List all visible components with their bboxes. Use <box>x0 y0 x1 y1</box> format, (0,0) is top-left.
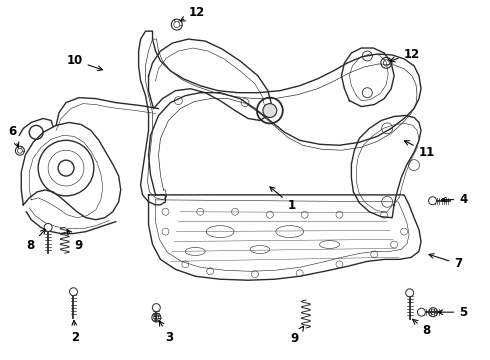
Text: 11: 11 <box>404 141 435 159</box>
Circle shape <box>263 104 277 117</box>
Polygon shape <box>139 31 421 205</box>
Text: 12: 12 <box>180 6 205 21</box>
Polygon shape <box>148 195 421 280</box>
Polygon shape <box>342 48 394 107</box>
Circle shape <box>406 289 414 297</box>
Text: 3: 3 <box>159 321 173 345</box>
Text: 8: 8 <box>26 229 46 252</box>
Polygon shape <box>148 39 272 121</box>
Polygon shape <box>21 122 121 220</box>
Circle shape <box>152 303 160 311</box>
Circle shape <box>44 224 52 231</box>
Polygon shape <box>351 116 421 218</box>
Text: 4: 4 <box>441 193 467 206</box>
Circle shape <box>70 288 77 296</box>
Text: 6: 6 <box>8 125 19 147</box>
Text: 9: 9 <box>67 230 82 252</box>
Circle shape <box>417 308 425 316</box>
Circle shape <box>429 197 437 205</box>
Text: 12: 12 <box>390 48 420 62</box>
Text: 7: 7 <box>429 254 463 270</box>
Text: 10: 10 <box>66 54 102 71</box>
Text: 8: 8 <box>413 319 430 337</box>
Text: 1: 1 <box>270 187 295 212</box>
Text: 5: 5 <box>438 306 467 319</box>
Text: 2: 2 <box>72 320 79 344</box>
Text: 9: 9 <box>291 326 304 346</box>
